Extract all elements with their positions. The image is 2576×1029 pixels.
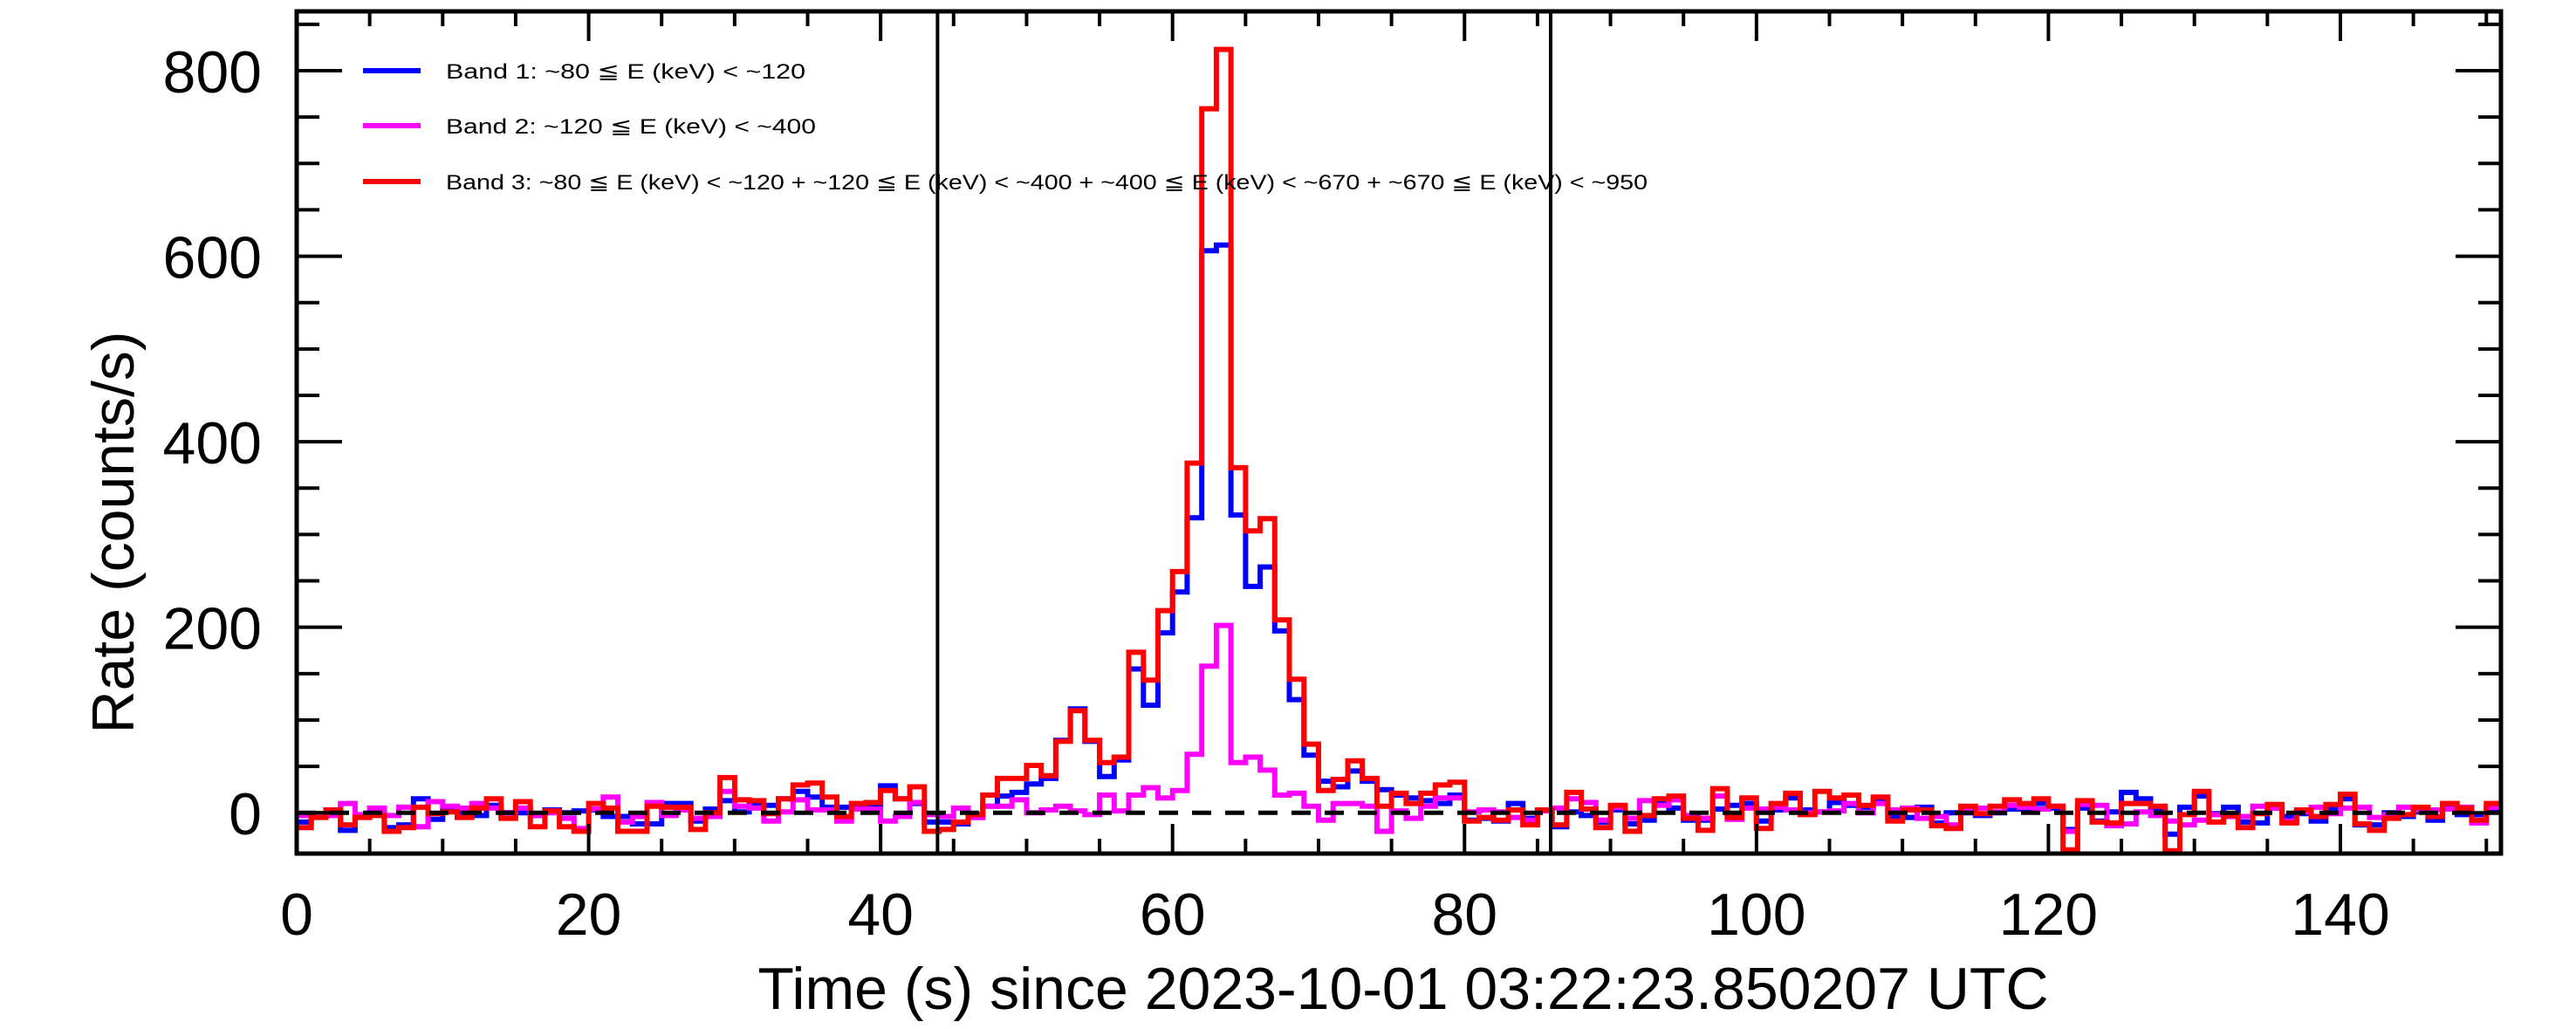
series-line-band-2 <box>297 622 2501 834</box>
legend: Band 1: ~80 ≦ E (keV) < ~120 Band 2: ~12… <box>363 60 1648 195</box>
x-tick-label: 120 <box>1999 882 2098 948</box>
reference-lines <box>297 11 2501 854</box>
axes <box>294 9 2504 856</box>
x-tick-label: 140 <box>2291 882 2389 948</box>
x-tick-label: 0 <box>280 882 313 948</box>
y-tick-label: 600 <box>163 225 262 292</box>
y-tick-label: 400 <box>163 410 262 477</box>
x-axis-title: Time (s) since 2023-10-01 03:22:23.85020… <box>757 956 2048 1022</box>
x-tick-label: 20 <box>556 882 622 948</box>
legend-label-band-1: Band 1: ~80 ≦ E (keV) < ~120 <box>446 60 805 84</box>
tick-labels: 0 20 40 60 80 100 120 140 0 200 400 600 800 <box>163 39 2390 948</box>
series-line-band-1 <box>297 242 2501 837</box>
legend-label-band-3: Band 3: ~80 ≦ E (keV) < ~120 + ~120 ≦ E … <box>446 171 1648 195</box>
y-tick-label: 0 <box>229 781 262 847</box>
x-tick-label: 40 <box>847 882 914 948</box>
y-tick-label: 800 <box>163 39 262 106</box>
x-tick-label: 80 <box>1431 882 1497 948</box>
series-layer <box>297 46 2501 854</box>
y-tick-label: 200 <box>163 596 262 662</box>
x-tick-label: 60 <box>1140 882 1206 948</box>
legend-label-band-2: Band 2: ~120 ≦ E (keV) < ~400 <box>446 115 816 139</box>
y-axis-title: Rate (counts/s) <box>80 331 147 733</box>
x-tick-label: 100 <box>1707 882 1805 948</box>
series-line-band-3 <box>297 46 2501 854</box>
plot-frame <box>294 9 2504 856</box>
